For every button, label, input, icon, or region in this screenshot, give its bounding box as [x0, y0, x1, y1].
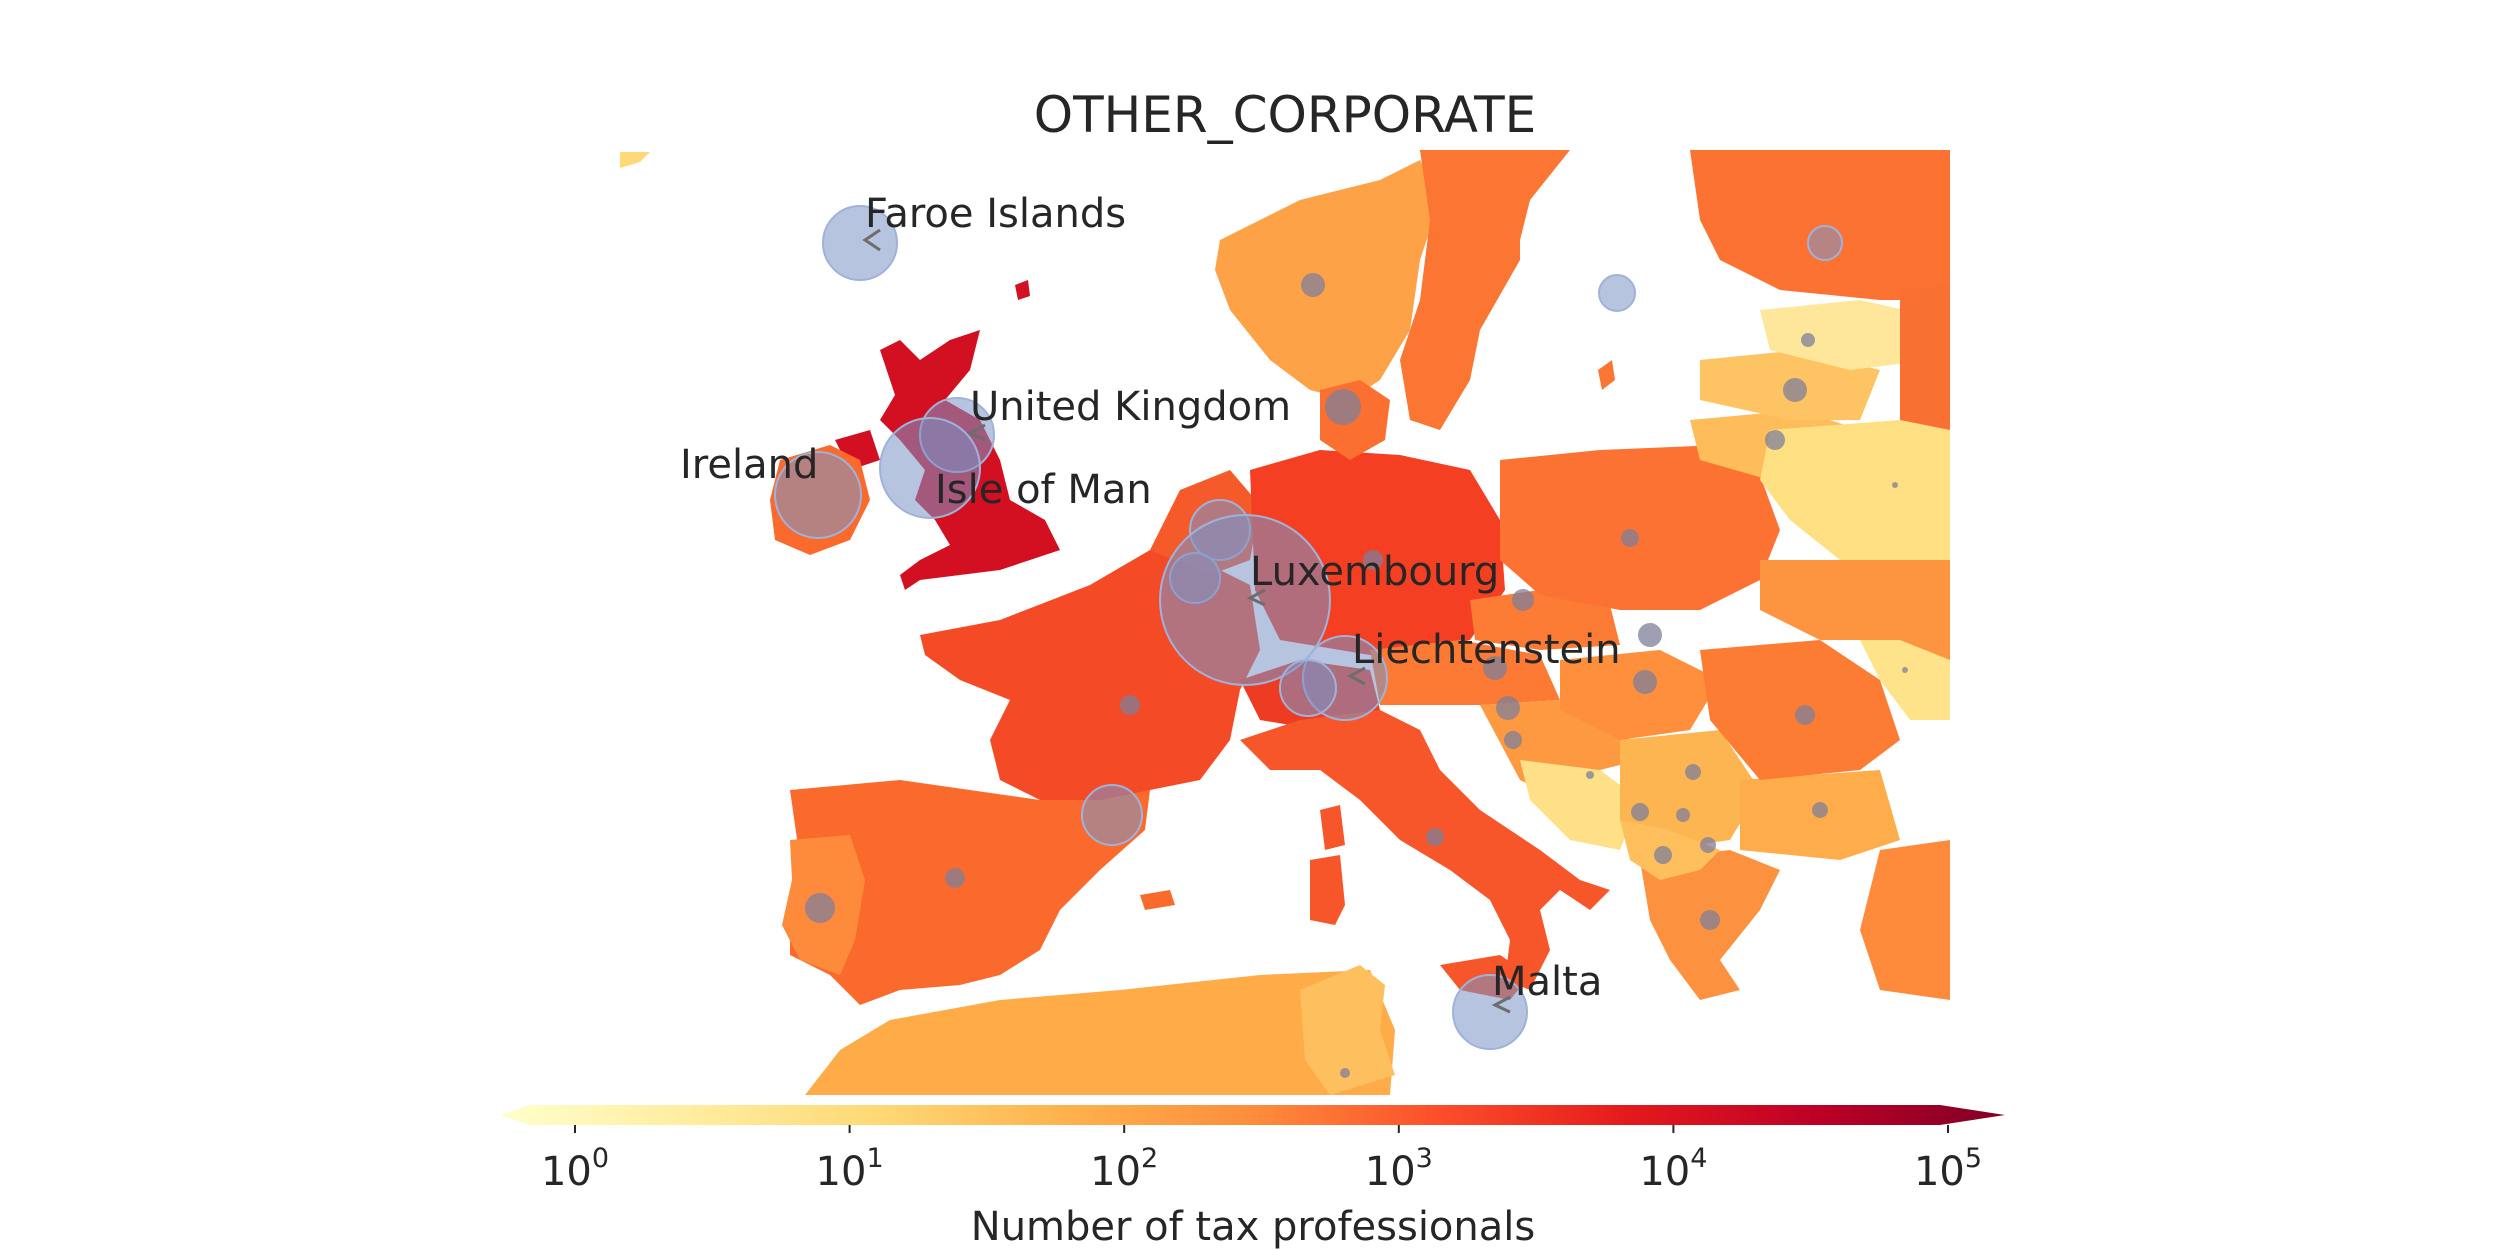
country-marker	[1892, 482, 1898, 488]
russia-east	[1900, 285, 1950, 430]
country-marker	[1483, 656, 1507, 680]
gotland	[1598, 360, 1615, 390]
bubble-luxembourg	[1159, 514, 1331, 686]
country-marker	[945, 868, 965, 888]
serbia	[1620, 730, 1760, 850]
country-marker	[1426, 828, 1444, 846]
country-marker	[1340, 1068, 1350, 1078]
tick-base: 10	[1639, 1149, 1690, 1195]
bosnia	[1520, 760, 1640, 850]
colorbar-tick-label: 101	[816, 1143, 884, 1195]
country-marker	[1512, 589, 1534, 611]
sweden-north	[1420, 150, 1570, 260]
bubble-switzerland	[1279, 659, 1337, 717]
country-marker	[1638, 623, 1662, 647]
turkey	[1860, 840, 1950, 1000]
country-marker	[1621, 529, 1639, 547]
label-faroe-islands: Faroe Islands	[865, 191, 1126, 237]
sardinia	[1310, 855, 1345, 925]
country-marker	[1700, 837, 1716, 853]
country-marker	[1783, 378, 1807, 402]
hungary	[1560, 650, 1720, 740]
country-marker	[1685, 764, 1701, 780]
tunisia	[1300, 965, 1395, 1095]
colorbar-tick-label: 105	[1914, 1143, 1982, 1195]
corsica	[1320, 805, 1345, 850]
tick-base: 10	[1090, 1149, 1141, 1195]
colorbar-label: Number of tax professionals	[971, 1204, 1535, 1250]
country-marker	[1363, 550, 1383, 570]
label-united-kingdom: United Kingdom	[970, 384, 1291, 430]
country-marker	[1496, 696, 1520, 720]
tick-exponent: 0	[592, 1143, 609, 1174]
norway	[1215, 160, 1440, 400]
poland	[1500, 445, 1780, 610]
moldova	[1860, 630, 1950, 720]
country-marker	[1631, 803, 1649, 821]
country-marker	[1654, 846, 1672, 864]
belarus	[1760, 420, 1950, 560]
tick-base: 10	[816, 1149, 867, 1195]
label-ireland: Ireland	[680, 442, 818, 488]
austria	[1370, 640, 1560, 705]
north-africa	[805, 970, 1395, 1095]
country-marker	[1633, 670, 1657, 694]
balearics	[1140, 890, 1175, 910]
colorbar-tick-label: 102	[1090, 1143, 1158, 1195]
country-marker	[1765, 430, 1785, 450]
label-malta: Malta	[1492, 959, 1602, 1005]
label-liechtenstein: Liechtenstein	[1352, 627, 1621, 673]
highlight-bubbles	[774, 205, 1843, 1050]
country-marker	[1700, 910, 1720, 930]
country-marker	[1301, 273, 1325, 297]
tick-exponent: 5	[1965, 1143, 1982, 1174]
country-marker	[1676, 808, 1690, 822]
bubble-isle-of-man	[879, 417, 981, 519]
tick-base: 10	[1914, 1149, 1965, 1195]
tick-exponent: 4	[1690, 1143, 1707, 1174]
country-marker	[1902, 667, 1908, 673]
map-title: OTHER_CORPORATE	[1034, 86, 1537, 144]
ukraine	[1760, 560, 1950, 660]
label-leaders	[862, 228, 1511, 1014]
colorbar-tick-label: 104	[1639, 1143, 1707, 1195]
colorbar-tick-label: 100	[541, 1143, 609, 1195]
country-marker	[1325, 389, 1361, 425]
bubble-estonia	[1598, 274, 1636, 312]
colorbar-tick-label: 103	[1365, 1143, 1433, 1195]
country-labels: Faroe Islands United Kingdom Ireland Isl…	[680, 191, 1621, 1005]
country-markers	[805, 273, 1908, 1078]
finland	[1690, 150, 1950, 300]
spain	[790, 780, 1150, 1005]
country-marker	[1120, 695, 1140, 715]
country-marker	[805, 893, 835, 923]
country-marker	[1812, 802, 1828, 818]
bubble-ireland	[774, 451, 862, 539]
bubble-monaco	[1081, 784, 1143, 846]
tick-base: 10	[541, 1149, 592, 1195]
colorbar: 100 101 102 103 104 105 Number of tax profess…	[500, 1105, 2005, 1250]
label-luxembourg: Luxembourg	[1250, 549, 1499, 595]
tick-base: 10	[1365, 1149, 1416, 1195]
colorbar-bar	[500, 1105, 2005, 1125]
italy	[1240, 710, 1610, 990]
country-marker	[1586, 771, 1594, 779]
label-isle-of-man: Isle of Man	[935, 467, 1152, 513]
tick-exponent: 3	[1416, 1143, 1433, 1174]
country-marker	[1801, 333, 1815, 347]
czech	[1470, 590, 1620, 650]
colorbar-ticks: 100 101 102 103 104 105	[541, 1125, 1982, 1195]
tick-exponent: 1	[866, 1143, 883, 1174]
bubble-finland	[1807, 225, 1843, 261]
shetland	[1015, 280, 1030, 300]
bubble-faroe-islands	[822, 205, 898, 281]
country-marker	[1504, 731, 1522, 749]
iceland-edge	[620, 152, 650, 168]
bubble-malta	[1452, 974, 1528, 1050]
tick-exponent: 2	[1141, 1143, 1158, 1174]
country-marker	[1795, 705, 1815, 725]
